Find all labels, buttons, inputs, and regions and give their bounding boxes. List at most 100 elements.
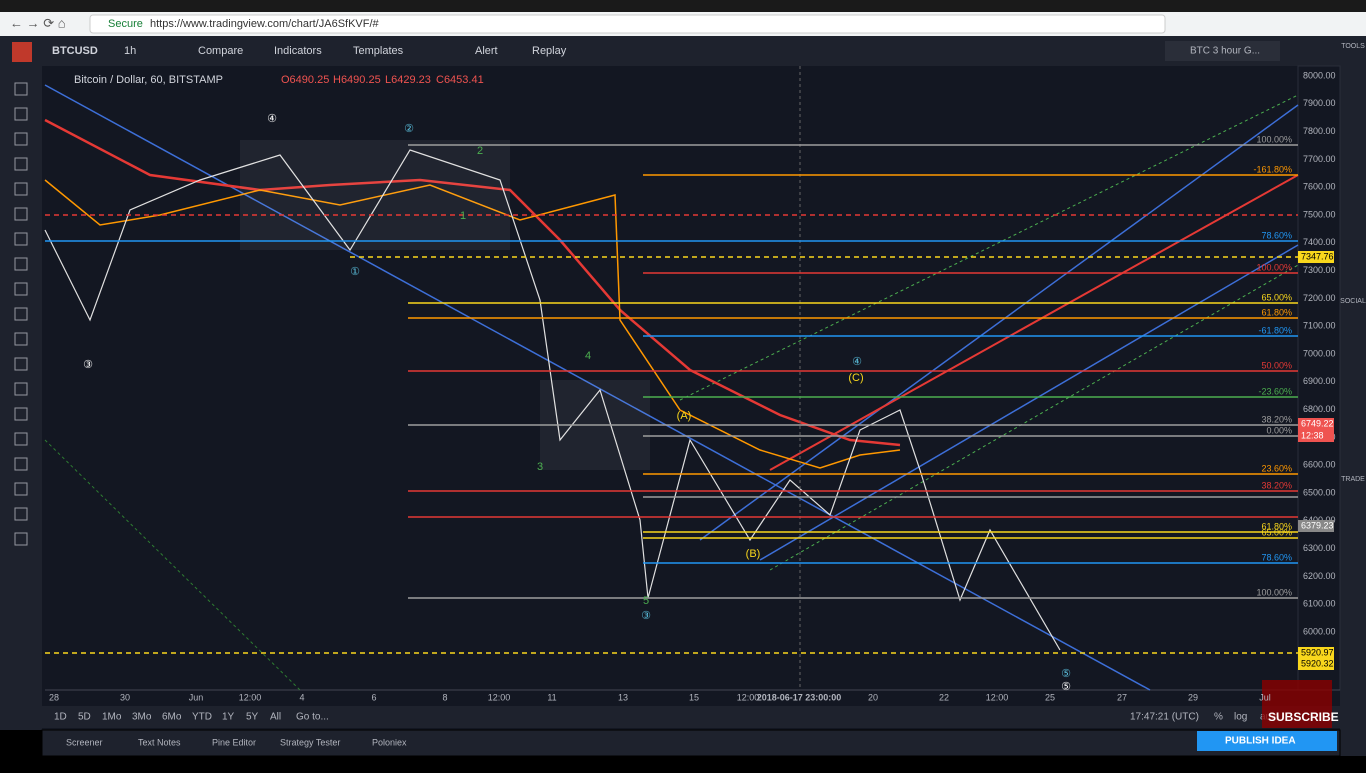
period[interactable]: 1Mo: [102, 712, 122, 723]
price-label: 6000.00: [1303, 626, 1336, 636]
date-label: 8: [442, 692, 447, 702]
price-label: 7900.00: [1303, 98, 1336, 108]
low: L6429.23: [385, 74, 431, 86]
tab[interactable]: Text Notes: [138, 737, 181, 747]
tool-icon[interactable]: [14, 182, 28, 196]
replay[interactable]: Replay: [532, 45, 567, 57]
publish-button[interactable]: [1197, 731, 1337, 751]
nav[interactable]: ← → ⟳ ⌂: [10, 15, 66, 30]
tool-icon[interactable]: [14, 157, 28, 171]
date-label: 4: [299, 692, 304, 702]
date-label: 15: [689, 692, 699, 702]
symbol[interactable]: BTCUSD: [52, 45, 98, 57]
wave-label: 4: [585, 350, 591, 362]
wave-label: ③: [641, 610, 651, 622]
tab[interactable]: Poloniex: [372, 737, 407, 747]
tool-icon[interactable]: [14, 82, 28, 96]
tool-icon[interactable]: [14, 382, 28, 396]
price-axis: [1297, 65, 1341, 691]
bottom-tabs: [41, 729, 1341, 757]
tool-icon[interactable]: [14, 282, 28, 296]
price-label: 6900.00: [1303, 376, 1336, 386]
tool-icon[interactable]: [14, 507, 28, 521]
period[interactable]: 5Y: [246, 712, 259, 723]
tool-icon[interactable]: [14, 457, 28, 471]
price-label: 7500.00: [1303, 209, 1336, 219]
wave-label: 5: [643, 595, 649, 607]
fib-label: 65.00%: [1261, 292, 1292, 302]
fib-label: 65.00%: [1261, 527, 1292, 537]
compare[interactable]: Compare: [198, 45, 243, 57]
tool-icon[interactable]: [14, 232, 28, 246]
wave-label: ⑤: [1061, 681, 1071, 693]
tool-icon[interactable]: [14, 107, 28, 121]
wave-label: ①: [350, 266, 360, 278]
layout[interactable]: BTC 3 hour G...: [1190, 46, 1260, 57]
wave-label: 2: [477, 145, 483, 157]
tool-icon[interactable]: [14, 532, 28, 546]
date-label: 2018-06-17 23:00:00: [757, 692, 842, 702]
log[interactable]: log: [1234, 712, 1247, 723]
fib-label: 78.60%: [1261, 552, 1292, 562]
fib-label: -23.60%: [1258, 386, 1292, 396]
period[interactable]: All: [270, 712, 281, 723]
tab[interactable]: Screener: [66, 737, 103, 747]
price-tag-label: 6379.23: [1301, 520, 1334, 530]
price-tag-label: 12:38: [1301, 430, 1324, 440]
tab[interactable]: Strategy Tester: [280, 737, 340, 747]
chart-area: [42, 66, 1340, 730]
date-label: 29: [1188, 692, 1198, 702]
price-path: [44, 149, 1061, 651]
price-tag-label: 6749.22: [1301, 418, 1334, 428]
layout-box[interactable]: [1165, 41, 1280, 61]
period[interactable]: YTD: [192, 712, 212, 723]
tool-icon[interactable]: [14, 207, 28, 221]
templates[interactable]: Templates: [353, 45, 404, 57]
open: O6490.25: [281, 74, 329, 86]
tool-icon[interactable]: [14, 357, 28, 371]
price-tag-label: 5920.32: [1301, 658, 1334, 668]
period[interactable]: 3Mo: [132, 712, 152, 723]
tool-icon[interactable]: [14, 482, 28, 496]
date-label: 12:00: [986, 692, 1009, 702]
publish[interactable]: PUBLISH IDEA: [1225, 736, 1296, 747]
fib-label: 50.00%: [1261, 360, 1292, 370]
period[interactable]: 5D: [78, 712, 91, 723]
tool-icon[interactable]: [14, 407, 28, 421]
sidebar-section: TOOLS: [1341, 43, 1365, 50]
tab[interactable]: Pine Editor: [212, 737, 256, 747]
interval[interactable]: 1h: [124, 45, 136, 57]
period[interactable]: 6Mo: [162, 712, 182, 723]
price-label: 6100.00: [1303, 599, 1336, 609]
period[interactable]: 1Y: [222, 712, 235, 723]
wave-label: (A): [677, 410, 692, 422]
omnibox[interactable]: [89, 14, 1166, 34]
wave-label: 1: [460, 210, 466, 222]
period[interactable]: 1D: [54, 712, 67, 723]
wave-label: ⑤: [1061, 668, 1071, 680]
logo: [12, 42, 32, 62]
tool-icon[interactable]: [14, 307, 28, 321]
subscribe[interactable]: SUBSCRIBE: [1268, 710, 1339, 724]
wave-label: (B): [746, 548, 761, 560]
percent[interactable]: %: [1214, 712, 1223, 723]
wave-label: (C): [848, 372, 863, 384]
tool-icon[interactable]: [14, 132, 28, 146]
channel-line: [769, 174, 1299, 471]
sidebar-section: TRADE: [1341, 476, 1365, 483]
alert[interactable]: Alert: [475, 45, 498, 57]
price-label: 8000.00: [1303, 70, 1336, 80]
sidebar-section: SOCIAL: [1340, 298, 1366, 305]
tool-icon[interactable]: [14, 332, 28, 346]
subscribe-box[interactable]: [1262, 680, 1332, 728]
period-bar: [42, 706, 1340, 728]
indicators[interactable]: Indicators: [274, 45, 322, 57]
channel-line: [759, 244, 1299, 561]
tool-icon[interactable]: [14, 432, 28, 446]
period[interactable]: Go to...: [296, 712, 329, 723]
tool-icon[interactable]: [14, 257, 28, 271]
left-tools: [0, 66, 42, 730]
fib-label: 100.00%: [1256, 587, 1292, 597]
price-label: 7000.00: [1303, 348, 1336, 358]
